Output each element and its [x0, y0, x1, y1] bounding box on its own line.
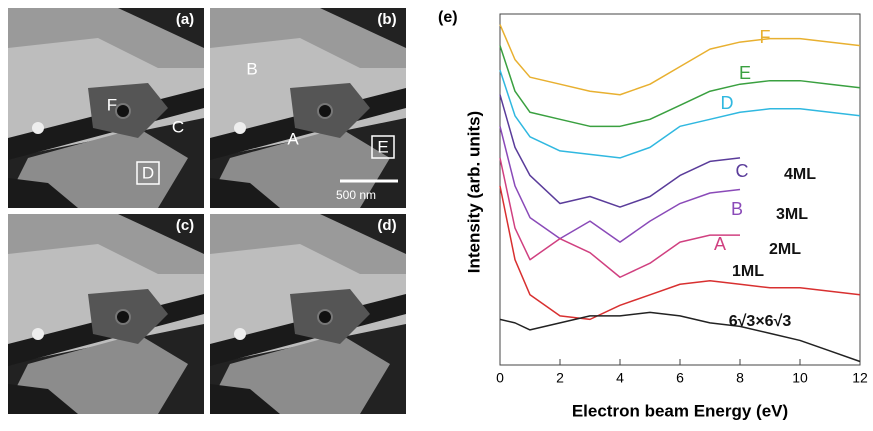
x-tick-label: 12 [852, 370, 868, 386]
series-label: A [714, 234, 726, 254]
series-line [499, 24, 861, 96]
series-label: 6√3×6√3 [729, 313, 792, 330]
panel-label: (b) [377, 11, 396, 28]
scale-bar: 500 nm [336, 188, 376, 202]
x-axis-label: Electron beam Energy (eV) [572, 401, 788, 420]
marker: D [142, 163, 154, 182]
panel-a: (a) F C D [7, 7, 205, 209]
panel-d: (d) [209, 213, 407, 415]
y-axis-label: Intensity (arb. units) [464, 111, 483, 273]
marker: C [172, 117, 184, 136]
series-label: B [731, 199, 743, 219]
marker: B [246, 59, 257, 78]
series-line [499, 157, 740, 278]
x-tick-label: 4 [616, 370, 624, 386]
annotation: 4ML [784, 166, 816, 183]
panel-b: (b) B A E 500 nm [209, 7, 407, 209]
series-line [499, 94, 741, 208]
chart-title: (e) [438, 9, 458, 26]
panel-label: (a) [176, 11, 194, 28]
series-line [499, 311, 861, 363]
marker: A [287, 129, 299, 148]
series-line [499, 69, 861, 159]
series-label: 1ML [732, 263, 764, 280]
series-label: C [736, 161, 749, 181]
series-line [499, 126, 741, 243]
series-label: F [760, 27, 771, 47]
x-tick-label: 6 [676, 370, 684, 386]
x-tick-label: 10 [792, 370, 808, 386]
panel-c: (c) [7, 213, 205, 415]
panel-label: (d) [377, 217, 396, 234]
annotation: 3ML [776, 206, 808, 223]
series-label: D [721, 93, 734, 113]
series-label: E [739, 63, 751, 83]
x-tick-label: 0 [496, 370, 504, 386]
series-line [499, 45, 861, 128]
series-line [499, 185, 861, 321]
panel-label: (c) [176, 217, 194, 234]
marker: E [377, 137, 388, 156]
chart: (e) Electron beam Energy (eV) Intensity … [438, 9, 868, 420]
marker: F [107, 95, 117, 114]
annotation: 2ML [769, 241, 801, 258]
x-tick-label: 8 [736, 370, 744, 386]
x-tick-label: 2 [556, 370, 564, 386]
